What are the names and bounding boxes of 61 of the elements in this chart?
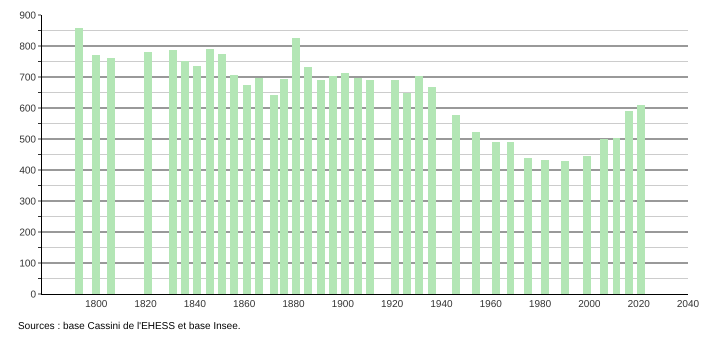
bar bbox=[304, 67, 312, 294]
y-tick-label: 0 bbox=[30, 290, 36, 300]
bar bbox=[428, 87, 436, 294]
bar bbox=[169, 50, 177, 294]
bar bbox=[452, 115, 460, 294]
bar bbox=[317, 80, 325, 294]
x-tick-label: 1940 bbox=[430, 299, 453, 310]
bar bbox=[366, 80, 374, 294]
bar bbox=[341, 73, 349, 294]
bar bbox=[243, 85, 251, 294]
bar bbox=[507, 142, 514, 294]
bar bbox=[280, 79, 288, 294]
bar bbox=[292, 38, 300, 294]
x-tick-label: 1960 bbox=[480, 299, 502, 310]
x-tick-label: 1980 bbox=[528, 299, 552, 310]
x-tick-label: 1860 bbox=[233, 299, 256, 310]
bar bbox=[255, 78, 263, 294]
bar bbox=[206, 49, 214, 294]
bar bbox=[354, 78, 362, 294]
bar bbox=[391, 80, 399, 294]
y-tick-label: 600 bbox=[19, 104, 36, 114]
bar bbox=[415, 76, 423, 294]
y-tick-label: 300 bbox=[19, 196, 36, 208]
y-tick-label: 700 bbox=[19, 72, 36, 84]
x-tick-label: 1920 bbox=[380, 299, 404, 310]
bar bbox=[92, 55, 100, 294]
x-tick-label: 1900 bbox=[332, 299, 354, 310]
bar bbox=[329, 76, 337, 294]
x-tick-label: 2040 bbox=[676, 299, 700, 310]
bar bbox=[270, 95, 278, 294]
x-tick-label: 1800 bbox=[85, 299, 108, 310]
x-tick-label: 1840 bbox=[184, 299, 206, 310]
bar bbox=[403, 93, 411, 294]
bar bbox=[144, 52, 152, 294]
bar bbox=[625, 111, 633, 294]
x-tick-label: 1880 bbox=[282, 299, 306, 310]
bar bbox=[524, 158, 532, 294]
y-tick-label: 400 bbox=[19, 166, 36, 176]
source-note: Sources : base Cassini de l'EHESS et base Insee. bbox=[18, 321, 241, 332]
bar bbox=[492, 142, 500, 294]
bar bbox=[613, 138, 620, 294]
x-tick-label: 1820 bbox=[134, 299, 158, 310]
bar bbox=[637, 105, 645, 294]
y-tick-label: 100 bbox=[19, 258, 36, 270]
bar bbox=[181, 61, 189, 294]
y-tick-label: 200 bbox=[19, 228, 36, 238]
y-tick-label: 500 bbox=[19, 134, 36, 146]
bar bbox=[75, 28, 83, 294]
x-tick-label: 2020 bbox=[628, 299, 650, 310]
y-tick-label: 900 bbox=[19, 10, 36, 22]
bar bbox=[193, 66, 201, 294]
bar bbox=[561, 161, 569, 294]
bar bbox=[107, 58, 115, 294]
bar bbox=[472, 132, 480, 294]
bar bbox=[218, 54, 226, 294]
bar bbox=[583, 156, 591, 294]
bar bbox=[600, 139, 608, 294]
bar bbox=[230, 75, 238, 294]
x-tick-label: 2000 bbox=[578, 299, 601, 310]
bar bbox=[541, 160, 549, 294]
y-tick-label: 800 bbox=[19, 42, 36, 52]
